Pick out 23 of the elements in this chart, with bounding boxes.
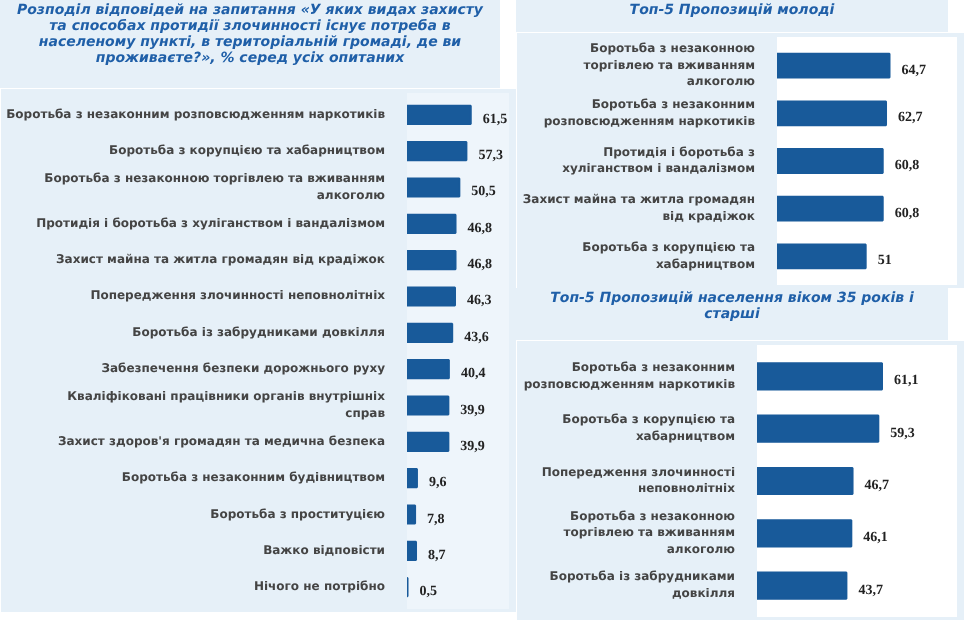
bar xyxy=(777,195,884,222)
bar xyxy=(407,213,457,234)
bar xyxy=(757,466,854,496)
bar xyxy=(757,362,883,391)
bar xyxy=(777,100,888,127)
bar xyxy=(777,148,884,174)
bar xyxy=(407,431,450,452)
bar xyxy=(777,243,867,270)
bar xyxy=(407,468,418,489)
bar xyxy=(407,141,468,162)
bar xyxy=(757,414,880,443)
bar xyxy=(777,52,891,79)
bar xyxy=(757,519,853,548)
bar xyxy=(407,395,450,416)
bar xyxy=(407,286,456,307)
bar xyxy=(407,250,457,271)
bar xyxy=(407,177,461,198)
bar xyxy=(757,571,848,600)
bar xyxy=(407,504,417,525)
bar xyxy=(407,104,472,125)
bar xyxy=(407,322,454,343)
bar xyxy=(407,359,450,380)
bar xyxy=(407,540,418,561)
